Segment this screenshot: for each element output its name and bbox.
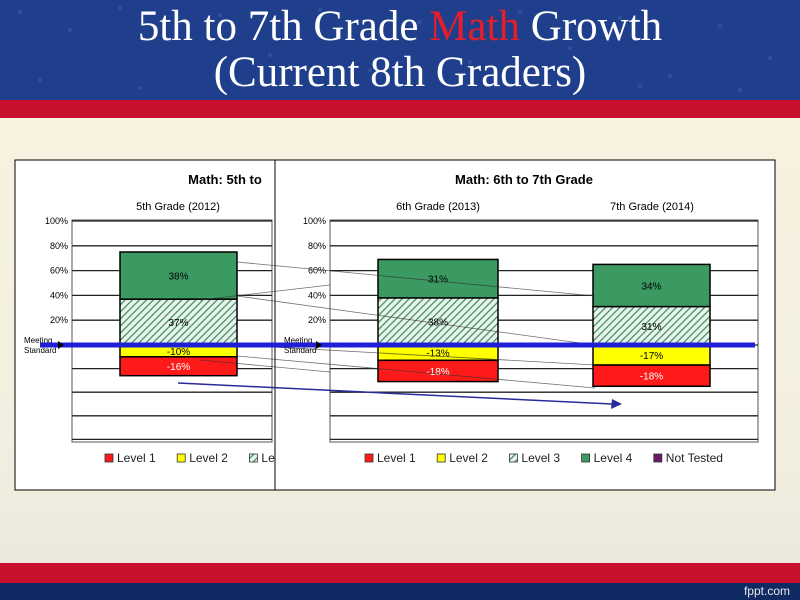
chart-panel-2: Math: 6th to 7th Grade 100% 80% 60% 40% 20% Me… [274, 159, 776, 491]
legend-label: Level 2 [449, 451, 488, 465]
y-tick-label: 100% [45, 216, 68, 226]
connector-line [236, 261, 596, 297]
growth-arrow-head [611, 399, 622, 409]
bar-level-3 [119, 298, 238, 346]
category-label: 5th Grade (2012) [136, 201, 220, 213]
y-tick-label: 80% [50, 241, 68, 251]
legend-swatch [176, 453, 186, 463]
reference-arrow [316, 341, 322, 349]
bar-level-3 [592, 305, 711, 346]
legend-swatch [364, 453, 374, 463]
title-line-2: (Current 8th Graders) [213, 49, 587, 96]
bar-level-1 [592, 364, 711, 388]
legend-label: Level 2 [189, 451, 228, 465]
data-label: -17% [640, 351, 663, 362]
reference-label: Meeting [24, 336, 52, 345]
category-label: 6th Grade (2013) [396, 201, 480, 213]
category-label: 7th Grade (2014) [610, 201, 694, 213]
data-label: -10% [167, 347, 190, 358]
y-tick-label: 80% [308, 241, 326, 251]
title-part-1: 5th to 7th Grade [137, 3, 430, 50]
title-line-1: 5th to 7th Grade Math Growth [0, 4, 800, 50]
growth-arrow-line [177, 382, 613, 405]
legend-swatch [436, 453, 446, 463]
y-tick-label: 40% [50, 290, 68, 300]
data-label: 37% [168, 318, 188, 329]
y-tick-label: 100% [303, 216, 326, 226]
connector-line [236, 355, 596, 389]
reference-arrow [58, 341, 64, 349]
data-label: 34% [641, 281, 661, 292]
legend-label: Not Tested [666, 451, 723, 465]
footer-red-strip [0, 563, 800, 583]
title-accent: Math [429, 3, 521, 50]
data-label: -13% [426, 349, 449, 360]
title-part-2: Growth [520, 3, 663, 50]
legend-swatch [653, 453, 663, 463]
legend-swatch [248, 453, 258, 463]
chart-title: Math: 6th to 7th Grade [455, 172, 593, 187]
data-label: -18% [426, 367, 449, 378]
y-tick-label: 40% [308, 290, 326, 300]
legend-swatch [581, 453, 590, 463]
star-pattern [18, 6, 772, 92]
bar-level-3 [377, 297, 499, 346]
bar-level-4 [377, 258, 499, 299]
data-label: -18% [640, 372, 663, 383]
reference-label: Meeting [284, 336, 312, 345]
data-label: 31% [641, 322, 661, 333]
chart-title: Math: 5th to [188, 172, 262, 187]
connector-line [236, 344, 596, 366]
data-label: 31% [428, 275, 448, 286]
legend-swatch [104, 453, 114, 463]
footer-navy-strip [0, 583, 800, 600]
y-tick-label: 20% [308, 315, 326, 325]
title-red-band [0, 100, 800, 118]
footer-brand: fppt.com [743, 584, 790, 598]
y-tick-label: 20% [50, 315, 68, 325]
legend-swatch [508, 453, 518, 463]
y-tick-label: 60% [308, 266, 326, 276]
legend-label: Level 1 [377, 451, 416, 465]
chart-panel-1: Math: 5th to 100% 80% 60% 40% 20% MeetingStand… [14, 159, 290, 491]
bar-level-4 [592, 263, 711, 308]
legend-label: Level 4 [594, 451, 633, 465]
connector-line [199, 359, 331, 373]
footer-band [0, 563, 800, 600]
bar-level-4 [119, 251, 238, 300]
legend-label: Level 1 [117, 451, 156, 465]
data-label: 38% [428, 317, 448, 328]
legend-label: Level 3 [521, 451, 560, 465]
reference-label: Standard [284, 346, 316, 355]
data-label: -16% [167, 362, 190, 373]
bar-level-1 [119, 356, 238, 377]
title-banner: 5th to 7th Grade Math Growth (Current 8t… [0, 0, 800, 112]
data-label: 38% [168, 272, 188, 283]
reference-label: Standard [24, 346, 56, 355]
connector-line [199, 284, 331, 301]
connector-line [236, 295, 596, 346]
slide-title: 5th to 7th Grade Math Growth (Current 8t… [0, 4, 800, 96]
y-tick-label: 60% [50, 266, 68, 276]
